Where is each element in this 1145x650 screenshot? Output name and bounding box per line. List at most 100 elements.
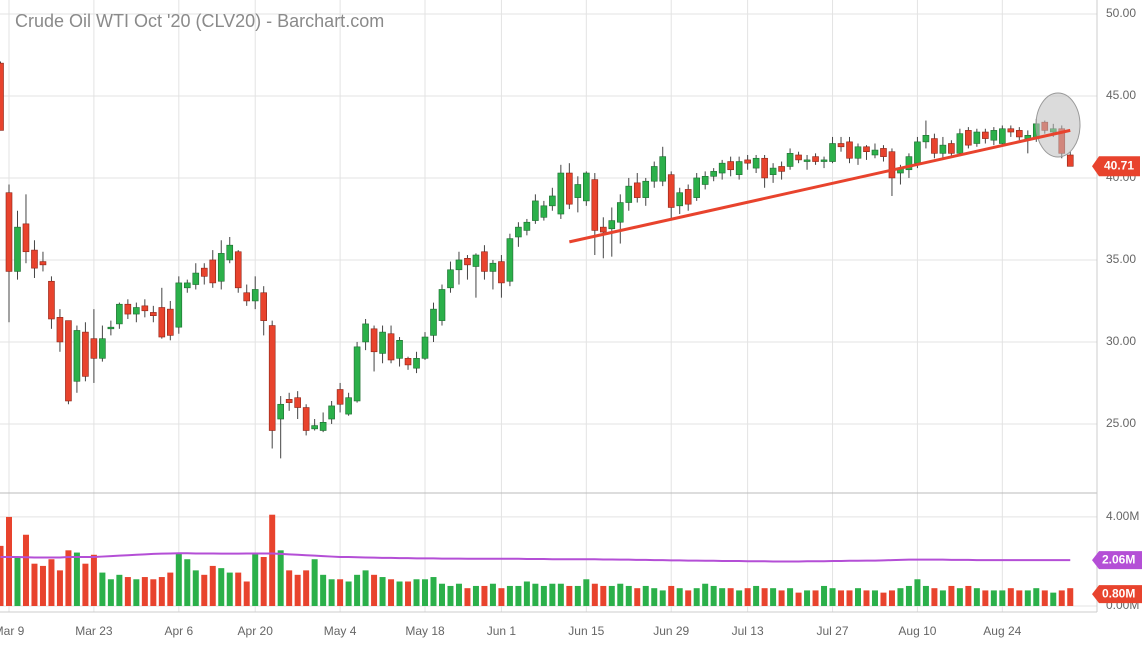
candle-body bbox=[209, 259, 217, 284]
ma-label: 2.06M bbox=[1102, 552, 1135, 566]
candle-body bbox=[701, 176, 709, 185]
candle-body bbox=[56, 317, 64, 343]
volume-bar bbox=[770, 588, 777, 606]
candle-body bbox=[599, 226, 607, 233]
volume-bar bbox=[668, 585, 675, 606]
volume-bar bbox=[422, 579, 429, 606]
volume-bar bbox=[133, 579, 140, 606]
candle-body bbox=[455, 259, 463, 271]
candle-body bbox=[31, 249, 38, 269]
x-tick-label: Apr 20 bbox=[238, 624, 274, 638]
volume-bar bbox=[320, 574, 327, 606]
volume-bar bbox=[557, 583, 564, 606]
candle-body bbox=[183, 282, 191, 289]
volume-bar bbox=[617, 583, 624, 606]
candle-body bbox=[243, 292, 251, 302]
volume-bar bbox=[107, 579, 114, 606]
candle-body bbox=[506, 238, 514, 282]
candle-body bbox=[854, 146, 862, 159]
volume-bar bbox=[821, 585, 828, 606]
volume-bar bbox=[269, 514, 276, 606]
candle-body bbox=[574, 184, 582, 198]
volume-bar bbox=[931, 588, 938, 606]
candle-body bbox=[515, 226, 522, 238]
last-price-tag bbox=[1092, 156, 1140, 177]
volume-bar bbox=[532, 583, 539, 606]
y-tick-label: 50.00 bbox=[1106, 6, 1136, 20]
candle-body bbox=[260, 292, 268, 321]
candle-body bbox=[319, 421, 327, 431]
candle-body bbox=[158, 307, 166, 338]
volume-bar bbox=[481, 585, 488, 606]
candle-body bbox=[90, 338, 98, 359]
trendline bbox=[569, 128, 1071, 244]
volume-bar bbox=[48, 559, 55, 606]
x-tick-label: Jul 13 bbox=[732, 624, 764, 638]
volume-bar bbox=[167, 572, 174, 606]
volume-bar bbox=[948, 585, 955, 606]
volume-bar bbox=[158, 577, 165, 606]
candle-body bbox=[22, 223, 30, 253]
volume-bar bbox=[523, 581, 530, 606]
volume-bar bbox=[651, 588, 658, 606]
volume-bar bbox=[31, 563, 38, 606]
last-price-label: 40.71 bbox=[1104, 158, 1134, 172]
candle-body bbox=[345, 397, 352, 415]
candle-body bbox=[931, 138, 938, 154]
x-tick-label: Aug 10 bbox=[898, 624, 936, 638]
candle-body bbox=[650, 166, 658, 182]
chart-title: Crude Oil WTI Oct '20 (CLV20) - Barchart… bbox=[15, 11, 384, 31]
volume-bar bbox=[659, 590, 666, 606]
volume-bar bbox=[549, 583, 556, 606]
volume-bar bbox=[209, 565, 216, 606]
volume-bar bbox=[252, 552, 259, 606]
candle-body bbox=[73, 330, 81, 382]
volume-bar bbox=[455, 583, 462, 606]
volume-bar bbox=[388, 579, 395, 606]
candle-body bbox=[948, 143, 955, 154]
candle-body bbox=[200, 267, 208, 277]
candle-body bbox=[752, 157, 760, 169]
candle-body bbox=[718, 162, 726, 174]
candle-body bbox=[540, 205, 548, 218]
y-tick-label: 45.00 bbox=[1106, 88, 1136, 102]
candle-body bbox=[498, 261, 505, 284]
volume-bar bbox=[591, 583, 598, 606]
volume-bar bbox=[990, 590, 997, 606]
volume-bar bbox=[506, 585, 513, 606]
volume-bar bbox=[65, 550, 72, 606]
volume-bar bbox=[846, 590, 853, 606]
volume-bar bbox=[379, 577, 386, 606]
volume-bar bbox=[226, 572, 233, 606]
candle-body bbox=[710, 171, 717, 177]
candle-body bbox=[133, 307, 140, 315]
volume-bar bbox=[973, 588, 980, 606]
volume-bar bbox=[753, 585, 760, 606]
volume-bar bbox=[201, 574, 208, 606]
candle-body bbox=[0, 62, 4, 131]
candle-body bbox=[277, 403, 284, 420]
candle-body bbox=[353, 346, 361, 402]
volume-label: 0.80M bbox=[1102, 586, 1135, 600]
candle-body bbox=[107, 326, 115, 330]
candle-body bbox=[14, 226, 21, 272]
volume-bar bbox=[464, 588, 471, 606]
candle-body bbox=[667, 174, 675, 208]
volume-bar bbox=[218, 568, 225, 606]
volume-ma-line bbox=[0, 552, 1071, 563]
volume-bar bbox=[56, 570, 63, 606]
volume-bar bbox=[337, 579, 344, 606]
volume-bar bbox=[277, 550, 284, 606]
candle-body bbox=[761, 157, 768, 179]
volume-bar bbox=[14, 557, 21, 606]
volume-bar bbox=[489, 583, 496, 606]
candle-body bbox=[803, 159, 811, 162]
volume-bar bbox=[702, 583, 709, 606]
volume-bar bbox=[939, 590, 946, 606]
candle-body bbox=[965, 130, 972, 146]
candle-body bbox=[396, 339, 403, 359]
candle-body bbox=[795, 154, 802, 161]
candle-body bbox=[735, 161, 743, 175]
